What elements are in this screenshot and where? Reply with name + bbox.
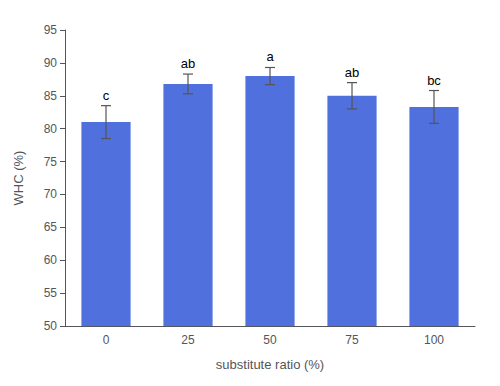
svg-text:50: 50 <box>263 333 277 347</box>
svg-text:ab: ab <box>181 56 195 71</box>
svg-text:bc: bc <box>427 73 441 88</box>
svg-text:70: 70 <box>44 187 58 201</box>
svg-text:55: 55 <box>44 286 58 300</box>
svg-text:WHC (%): WHC (%) <box>11 151 26 206</box>
svg-text:25: 25 <box>181 333 195 347</box>
svg-text:a: a <box>266 49 274 64</box>
svg-text:80: 80 <box>44 122 58 136</box>
svg-text:65: 65 <box>44 220 58 234</box>
svg-text:60: 60 <box>44 253 58 267</box>
svg-text:100: 100 <box>424 333 444 347</box>
svg-text:50: 50 <box>44 319 58 333</box>
svg-text:90: 90 <box>44 56 58 70</box>
svg-text:substitute ratio (%): substitute ratio (%) <box>216 357 324 372</box>
svg-text:95: 95 <box>44 23 58 37</box>
svg-text:ab: ab <box>345 65 359 80</box>
svg-text:0: 0 <box>103 333 110 347</box>
svg-text:c: c <box>103 88 110 103</box>
svg-text:85: 85 <box>44 89 58 103</box>
svg-text:75: 75 <box>345 333 359 347</box>
svg-text:75: 75 <box>44 155 58 169</box>
